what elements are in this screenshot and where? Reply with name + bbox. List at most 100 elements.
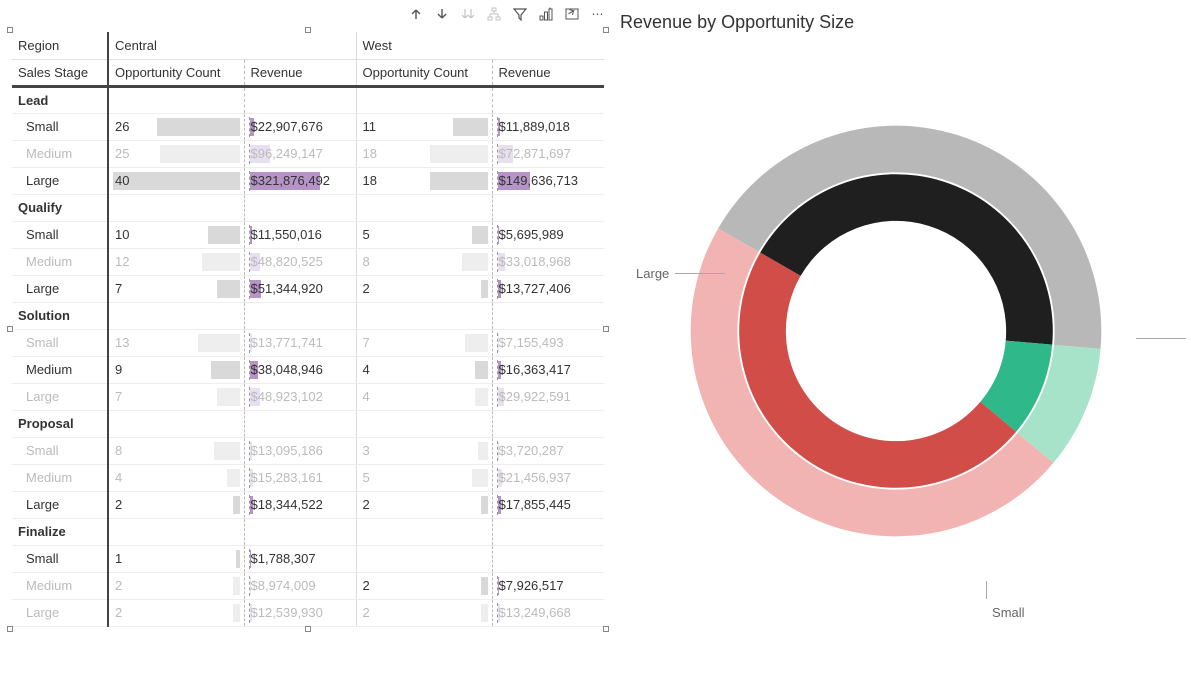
- stage-group-row[interactable]: Qualify: [12, 194, 604, 221]
- revenue-cell[interactable]: $12,539,930: [244, 599, 356, 626]
- resize-handle[interactable]: [305, 27, 311, 33]
- count-cell[interactable]: 7: [108, 383, 244, 410]
- resize-handle[interactable]: [603, 27, 609, 33]
- revenue-cell[interactable]: $11,889,018: [492, 113, 604, 140]
- more-options-icon[interactable]: ⋯: [590, 6, 606, 22]
- count-cell[interactable]: 1: [108, 545, 244, 572]
- revenue-cell[interactable]: $48,820,525: [244, 248, 356, 275]
- revenue-cell[interactable]: $48,923,102: [244, 383, 356, 410]
- data-row[interactable]: Medium 9 $38,048,946 4 $16,363,417: [12, 356, 604, 383]
- count-cell[interactable]: 5: [356, 221, 492, 248]
- revenue-cell[interactable]: $33,018,968: [492, 248, 604, 275]
- count-cell[interactable]: 2: [108, 599, 244, 626]
- count-cell[interactable]: 8: [356, 248, 492, 275]
- count-cell[interactable]: 4: [108, 464, 244, 491]
- data-row[interactable]: Medium 25 $96,249,147 18 $72,871,697: [12, 140, 604, 167]
- focus-mode-icon[interactable]: [564, 6, 580, 22]
- revenue-cell[interactable]: $72,871,697: [492, 140, 604, 167]
- resize-handle[interactable]: [603, 626, 609, 632]
- data-row[interactable]: Medium 2 $8,974,009 2 $7,926,517: [12, 572, 604, 599]
- resize-handle[interactable]: [305, 626, 311, 632]
- drill-down-icon[interactable]: [434, 6, 450, 22]
- revenue-cell[interactable]: $21,456,937: [492, 464, 604, 491]
- stage-group-row[interactable]: Solution: [12, 302, 604, 329]
- drill-up-icon[interactable]: [408, 6, 424, 22]
- stage-group-row[interactable]: Lead: [12, 86, 604, 113]
- count-cell[interactable]: 2: [108, 572, 244, 599]
- resize-handle[interactable]: [7, 626, 13, 632]
- count-cell[interactable]: 2: [108, 491, 244, 518]
- matrix-visual[interactable]: ⋯ Region Central West Sales Stage: [10, 30, 606, 629]
- revenue-cell[interactable]: $11,550,016: [244, 221, 356, 248]
- revenue-cell[interactable]: $321,876,492: [244, 167, 356, 194]
- measure-header-revenue[interactable]: Revenue: [492, 59, 604, 86]
- revenue-cell[interactable]: $38,048,946: [244, 356, 356, 383]
- revenue-cell[interactable]: $8,974,009: [244, 572, 356, 599]
- count-cell[interactable]: 9: [108, 356, 244, 383]
- revenue-cell[interactable]: $13,249,668: [492, 599, 604, 626]
- donut-chart[interactable]: MediumSmallLarge: [616, 41, 1176, 621]
- stage-group-row[interactable]: Proposal: [12, 410, 604, 437]
- data-row[interactable]: Large 2 $18,344,522 2 $17,855,445: [12, 491, 604, 518]
- stage-group-row[interactable]: Finalize: [12, 518, 604, 545]
- data-row[interactable]: Large 7 $51,344,920 2 $13,727,406: [12, 275, 604, 302]
- revenue-cell[interactable]: $7,926,517: [492, 572, 604, 599]
- count-cell[interactable]: 4: [356, 383, 492, 410]
- count-cell[interactable]: 2: [356, 599, 492, 626]
- revenue-cell[interactable]: $96,249,147: [244, 140, 356, 167]
- resize-handle[interactable]: [7, 326, 13, 332]
- data-row[interactable]: Medium 4 $15,283,161 5 $21,456,937: [12, 464, 604, 491]
- data-row[interactable]: Large 7 $48,923,102 4 $29,922,591: [12, 383, 604, 410]
- count-cell[interactable]: 11: [356, 113, 492, 140]
- count-cell[interactable]: 2: [356, 275, 492, 302]
- count-cell[interactable]: 13: [108, 329, 244, 356]
- data-row[interactable]: Small 1 $1,788,307: [12, 545, 604, 572]
- revenue-cell[interactable]: $3,720,287: [492, 437, 604, 464]
- count-cell[interactable]: 4: [356, 356, 492, 383]
- count-cell[interactable]: 7: [108, 275, 244, 302]
- revenue-cell[interactable]: $7,155,493: [492, 329, 604, 356]
- data-row[interactable]: Small 26 $22,907,676 11 $11,889,018: [12, 113, 604, 140]
- count-cell[interactable]: 25: [108, 140, 244, 167]
- header-stage[interactable]: Sales Stage: [12, 59, 108, 86]
- pivot-matrix[interactable]: Region Central West Sales Stage Opportun…: [12, 32, 604, 627]
- count-cell[interactable]: 3: [356, 437, 492, 464]
- revenue-cell[interactable]: $13,095,186: [244, 437, 356, 464]
- revenue-cell[interactable]: $13,727,406: [492, 275, 604, 302]
- data-row[interactable]: Large 40 $321,876,492 18 $149,636,713: [12, 167, 604, 194]
- count-cell[interactable]: 40: [108, 167, 244, 194]
- filter-icon[interactable]: [512, 6, 528, 22]
- data-row[interactable]: Medium 12 $48,820,525 8 $33,018,968: [12, 248, 604, 275]
- revenue-cell[interactable]: $17,855,445: [492, 491, 604, 518]
- measure-header-count[interactable]: Opportunity Count: [108, 59, 244, 86]
- revenue-cell[interactable]: $1,788,307: [244, 545, 356, 572]
- revenue-cell[interactable]: $13,771,741: [244, 329, 356, 356]
- count-cell[interactable]: 12: [108, 248, 244, 275]
- revenue-cell[interactable]: $18,344,522: [244, 491, 356, 518]
- revenue-cell[interactable]: $149,636,713: [492, 167, 604, 194]
- count-cell[interactable]: 2: [356, 491, 492, 518]
- count-cell[interactable]: 18: [356, 140, 492, 167]
- data-row[interactable]: Small 8 $13,095,186 3 $3,720,287: [12, 437, 604, 464]
- count-cell[interactable]: 7: [356, 329, 492, 356]
- revenue-cell[interactable]: $16,363,417: [492, 356, 604, 383]
- count-cell[interactable]: 5: [356, 464, 492, 491]
- revenue-cell[interactable]: $51,344,920: [244, 275, 356, 302]
- data-row[interactable]: Large 2 $12,539,930 2 $13,249,668: [12, 599, 604, 626]
- revenue-cell[interactable]: $15,283,161: [244, 464, 356, 491]
- donut-visual[interactable]: Revenue by Opportunity Size MediumSmallL…: [616, 8, 1181, 621]
- revenue-cell[interactable]: $22,907,676: [244, 113, 356, 140]
- count-cell[interactable]: 8: [108, 437, 244, 464]
- region-header[interactable]: West: [356, 32, 604, 59]
- count-cell[interactable]: 18: [356, 167, 492, 194]
- count-cell[interactable]: 2: [356, 572, 492, 599]
- measure-header-revenue[interactable]: Revenue: [244, 59, 356, 86]
- measure-header-count[interactable]: Opportunity Count: [356, 59, 492, 86]
- count-cell[interactable]: 10: [108, 221, 244, 248]
- data-row[interactable]: Small 10 $11,550,016 5 $5,695,989: [12, 221, 604, 248]
- count-cell[interactable]: 26: [108, 113, 244, 140]
- revenue-cell[interactable]: $29,922,591: [492, 383, 604, 410]
- data-row[interactable]: Small 13 $13,771,741 7 $7,155,493: [12, 329, 604, 356]
- spotlight-icon[interactable]: [538, 6, 554, 22]
- revenue-cell[interactable]: $5,695,989: [492, 221, 604, 248]
